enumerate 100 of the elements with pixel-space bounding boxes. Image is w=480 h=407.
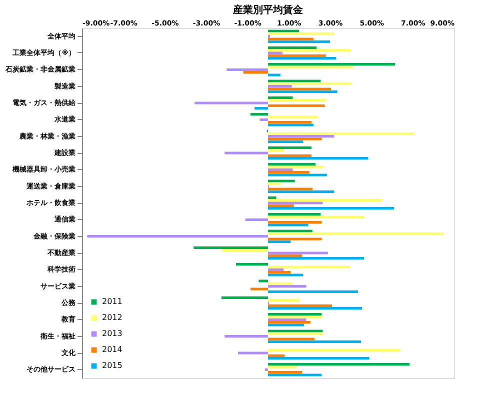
bar xyxy=(268,90,338,93)
bar xyxy=(268,49,351,52)
bar xyxy=(268,240,291,243)
bar xyxy=(268,38,314,40)
bar xyxy=(268,232,444,235)
bar xyxy=(268,121,312,124)
bar xyxy=(268,99,326,102)
bar xyxy=(268,180,295,182)
bar xyxy=(268,318,306,321)
legend-label: 2012 xyxy=(102,313,122,322)
bar xyxy=(268,171,310,174)
bar xyxy=(268,174,327,176)
bar xyxy=(268,316,322,318)
bar xyxy=(268,282,293,285)
bar xyxy=(258,280,268,282)
bar xyxy=(268,340,361,343)
bar xyxy=(268,330,323,332)
bar xyxy=(268,46,317,49)
bar xyxy=(268,204,294,207)
bar xyxy=(268,357,370,360)
bar xyxy=(268,307,362,310)
bar xyxy=(268,338,314,340)
bar xyxy=(194,102,268,104)
bar xyxy=(268,182,280,185)
bar xyxy=(268,332,323,335)
bar xyxy=(268,138,322,140)
bar xyxy=(243,71,268,74)
bar xyxy=(238,352,268,354)
bar xyxy=(268,166,324,168)
bar xyxy=(268,80,321,82)
bar xyxy=(250,113,268,116)
bar xyxy=(268,285,306,288)
bar xyxy=(268,96,293,99)
bar xyxy=(268,188,312,190)
bar xyxy=(268,374,322,376)
legend-label: 2013 xyxy=(102,329,122,338)
bar xyxy=(268,190,334,193)
bar xyxy=(268,207,394,210)
bar xyxy=(226,68,268,71)
bar xyxy=(236,263,268,266)
bar xyxy=(268,30,299,32)
bar xyxy=(268,135,334,138)
bar xyxy=(268,354,285,357)
bar xyxy=(268,366,297,368)
bar xyxy=(268,290,358,293)
bar xyxy=(268,196,276,199)
bar xyxy=(268,216,364,218)
legend-label: 2011 xyxy=(102,297,122,306)
bar xyxy=(268,40,330,43)
bar xyxy=(268,163,316,166)
bar xyxy=(224,152,268,154)
bar xyxy=(268,54,326,57)
bar xyxy=(254,107,268,110)
bar xyxy=(222,296,268,299)
bar xyxy=(268,168,293,171)
bar xyxy=(268,52,282,54)
bar xyxy=(268,154,312,157)
bar xyxy=(268,140,304,143)
bar xyxy=(268,124,314,126)
bar xyxy=(268,271,291,274)
bar xyxy=(268,254,302,257)
bar xyxy=(268,349,400,352)
bar xyxy=(268,213,321,216)
bar xyxy=(268,224,308,226)
legend-label: 2015 xyxy=(102,361,122,370)
bar xyxy=(268,304,332,307)
bar xyxy=(268,132,414,135)
bar xyxy=(268,149,284,152)
bar xyxy=(268,199,382,202)
bar xyxy=(268,74,280,76)
bar xyxy=(224,335,268,338)
bar xyxy=(222,249,268,252)
bar xyxy=(268,313,322,316)
bar xyxy=(268,104,325,107)
bar xyxy=(268,63,396,66)
bar xyxy=(268,371,302,374)
bar xyxy=(268,116,318,118)
legend-label: 2014 xyxy=(102,345,122,354)
bar xyxy=(268,238,322,240)
bar xyxy=(250,288,268,290)
bar xyxy=(268,82,352,85)
bar xyxy=(268,299,300,302)
bar xyxy=(268,221,322,224)
bar xyxy=(268,202,323,204)
bar xyxy=(194,246,268,249)
bar xyxy=(268,268,284,271)
bar xyxy=(268,157,368,160)
bar xyxy=(268,57,336,60)
bar xyxy=(268,88,332,90)
bar xyxy=(268,266,350,268)
bar xyxy=(245,218,268,221)
bar xyxy=(268,363,410,366)
bar xyxy=(268,324,304,326)
bar xyxy=(268,257,364,260)
bar xyxy=(268,321,310,324)
bar xyxy=(268,252,328,254)
bar xyxy=(268,85,292,88)
bar xyxy=(264,368,268,371)
bar xyxy=(268,32,334,35)
bar xyxy=(87,235,268,238)
